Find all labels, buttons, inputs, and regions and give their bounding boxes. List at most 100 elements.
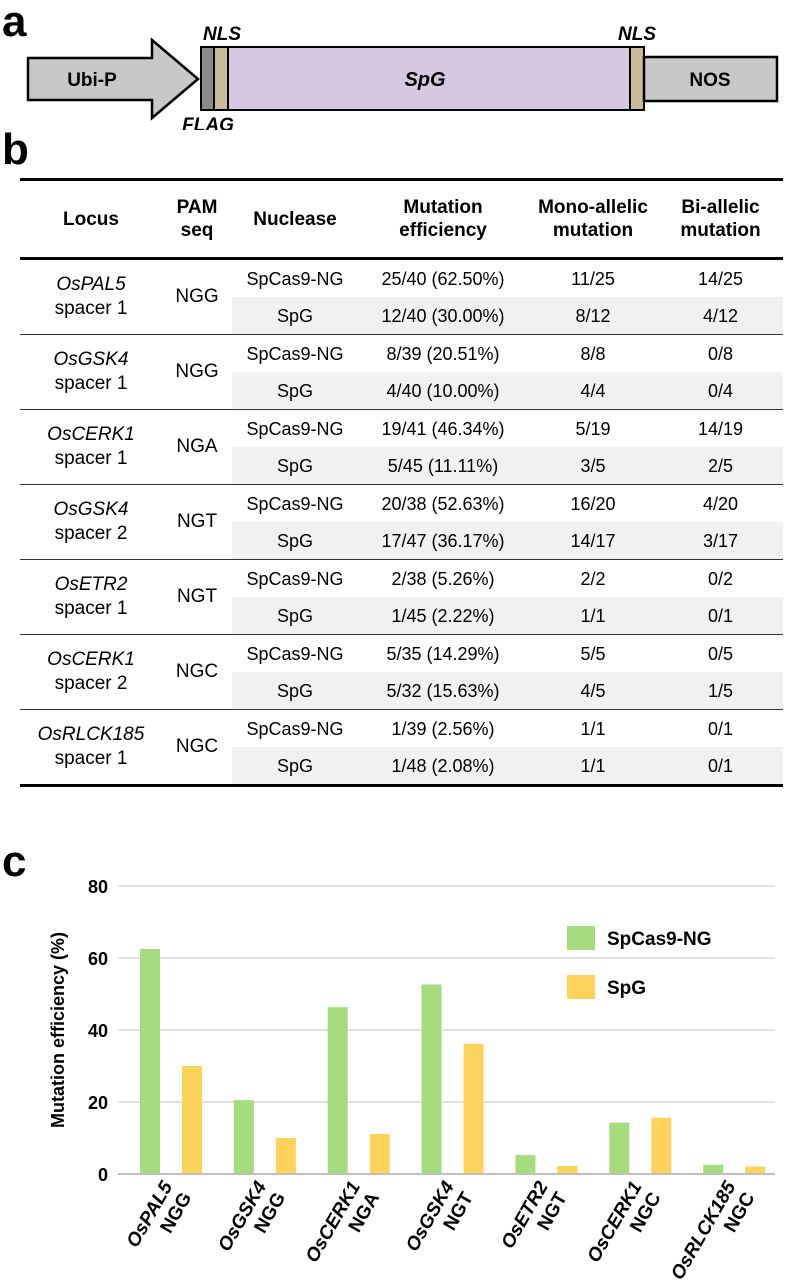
bi-cell: 3/17 [658,522,783,560]
bi-cell: 0/1 [707,718,734,739]
bi-cell: 1/5 [658,672,783,710]
locus-cell: OsRLCK185 spacer 1 [20,710,162,786]
bi-cell: 0/1 [658,597,783,635]
bi-cell: 4/20 [702,493,739,514]
pam-cell: NGG [175,286,219,307]
header-efficiency: Mutation efficiency [399,197,487,241]
bar-spg [557,1166,578,1174]
pam-cell: NGG [175,361,219,382]
bi-cell: 0/5 [707,643,734,664]
efficiency-cell: 19/41 (46.34%) [381,418,505,439]
y-tick-label: 60 [88,949,108,969]
header-locus: Locus [63,208,119,230]
mono-cell: 8/8 [580,343,606,364]
legend-label: SpCas9-NG [607,929,712,950]
efficiency-cell: 25/40 (62.50%) [381,268,505,289]
terminator-label: NOS [689,70,730,91]
efficiency-cell: 5/32 (15.63%) [358,672,528,710]
spacer-name: spacer 1 [54,748,128,769]
nls-left-box [213,46,229,111]
efficiency-cell: 20/38 (52.63%) [381,493,505,514]
gene-name: OsPAL5 [56,274,126,295]
pam-cell: NGC [175,661,219,682]
bar-spg [745,1166,766,1174]
mono-cell: 5/5 [580,643,606,664]
efficiency-cell: 17/47 (36.17%) [358,522,528,560]
gene-name: OsETR2 [54,574,128,595]
spacer-name: spacer 2 [54,673,128,694]
panel-label-b: b [2,125,29,174]
bar-spcas9-ng [609,1122,630,1174]
spacer-name: spacer 2 [54,523,128,544]
locus-cell: OsGSK4 spacer 1 [20,335,162,410]
promoter-arrow [26,37,200,121]
bar-spcas9-ng [327,1007,348,1174]
table-header-row: Locus PAM seq Nuclease Mutation efficiency… [20,179,783,259]
bar-spg [651,1117,672,1174]
efficiency-cell: 1/48 (2.08%) [358,747,528,786]
table-row: OsGSK4 spacer 2 NGT SpCas9-NG 20/38 (52.63%)… [20,485,783,544]
panel-label-c: c [2,837,27,886]
mono-cell: 4/4 [528,372,658,410]
nuclease-cell: SpCas9-NG [246,718,344,739]
table-row: OsPAL5 spacer 1 NGG SpCas9-NG 25/40 (62.50%)… [20,259,783,319]
gene-name: OsCERK1 [47,649,135,670]
flag-label: FLAG [182,115,234,130]
pam-cell: NGT [176,586,218,607]
table-row: SpG 5/45 (11.11%) 3/5 2/5 [20,447,783,485]
legend-swatch [567,926,595,950]
bar-spg [463,1043,484,1174]
locus-cell: OsCERK1 spacer 2 [20,635,162,710]
efficiency-cell: 1/39 (2.56%) [391,718,495,739]
gene-name: OsCERK1 [47,424,135,445]
bar-spcas9-ng [233,1100,254,1174]
efficiency-cell: 2/38 (5.26%) [391,568,495,589]
efficiency-cell: 5/45 (11.11%) [358,447,528,485]
bar-spg [275,1138,296,1174]
table-row: SpG 4/40 (10.00%) 4/4 0/4 [20,372,783,410]
bi-cell: 14/19 [697,418,744,439]
table-row: OsCERK1 spacer 1 NGA SpCas9-NG 19/41 (46.34%… [20,410,783,469]
header-mono: Mono-allelic mutation [538,197,648,241]
y-axis-label: Mutation efficiency (%) [48,932,68,1128]
mono-cell: 16/20 [570,493,616,514]
spacer-name: spacer 1 [54,598,128,619]
bi-cell: 4/12 [658,297,783,335]
y-tick-label: 20 [88,1093,108,1113]
mono-cell: 1/1 [528,747,658,786]
efficiency-cell: 8/39 (20.51%) [386,343,500,364]
nuclease-cell: SpG [232,747,358,786]
efficiency-cell: 5/35 (14.29%) [386,643,500,664]
mono-cell: 5/19 [575,418,611,439]
locus-cell: OsPAL5 spacer 1 [20,259,162,335]
mono-cell: 3/5 [528,447,658,485]
nuclease-cell: SpG [232,597,358,635]
nuclease-cell: SpCas9-NG [246,493,344,514]
terminator-box [642,55,779,103]
table-row: SpG 17/47 (36.17%) 14/17 3/17 [20,522,783,560]
table-row: SpG 12/40 (30.00%) 8/12 4/12 [20,297,783,335]
pam-cell: NGA [176,436,218,457]
nuclease-cell: SpCas9-NG [246,268,344,289]
bi-cell: 0/4 [658,372,783,410]
table-row: OsRLCK185 spacer 1 NGC SpCas9-NG 1/39 (2.56%… [20,710,783,769]
panel-label-a: a [2,0,27,46]
gene-name: OsGSK4 [53,499,129,520]
gene-name: OsRLCK185 [37,724,145,745]
bar-spcas9-ng [140,949,160,1174]
nuclease-cell: SpCas9-NG [246,643,344,664]
mono-cell: 14/17 [528,522,658,560]
bar-spcas9-ng [421,984,442,1174]
construct-diagram: Ubi-P SpG NOS NLS NLS FLAG [26,24,779,130]
efficiency-cell: 1/45 (2.22%) [358,597,528,635]
mono-cell: 4/5 [528,672,658,710]
nuclease-cell: SpCas9-NG [246,568,344,589]
spacer-name: spacer 1 [54,448,128,469]
locus-cell: OsCERK1 spacer 1 [20,410,162,485]
